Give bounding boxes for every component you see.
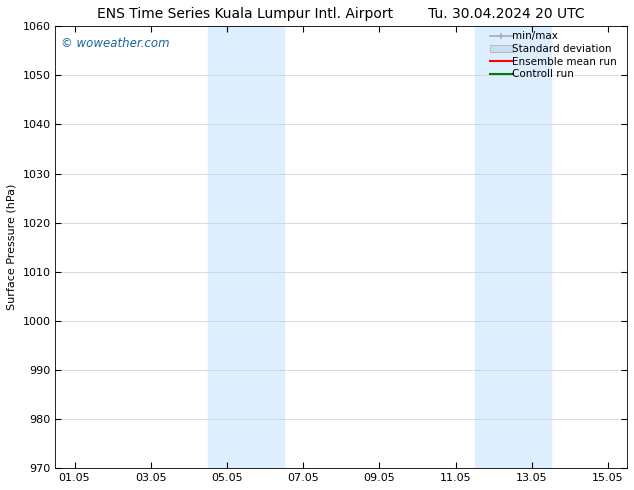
- Y-axis label: Surface Pressure (hPa): Surface Pressure (hPa): [7, 184, 17, 311]
- Text: © woweather.com: © woweather.com: [61, 37, 170, 50]
- Legend: min/max, Standard deviation, Ensemble mean run, Controll run: min/max, Standard deviation, Ensemble me…: [488, 29, 624, 81]
- Title: ENS Time Series Kuala Lumpur Intl. Airport        Tu. 30.04.2024 20 UTC: ENS Time Series Kuala Lumpur Intl. Airpo…: [98, 7, 585, 21]
- Bar: [475, 26, 551, 468]
- Bar: [208, 26, 284, 468]
